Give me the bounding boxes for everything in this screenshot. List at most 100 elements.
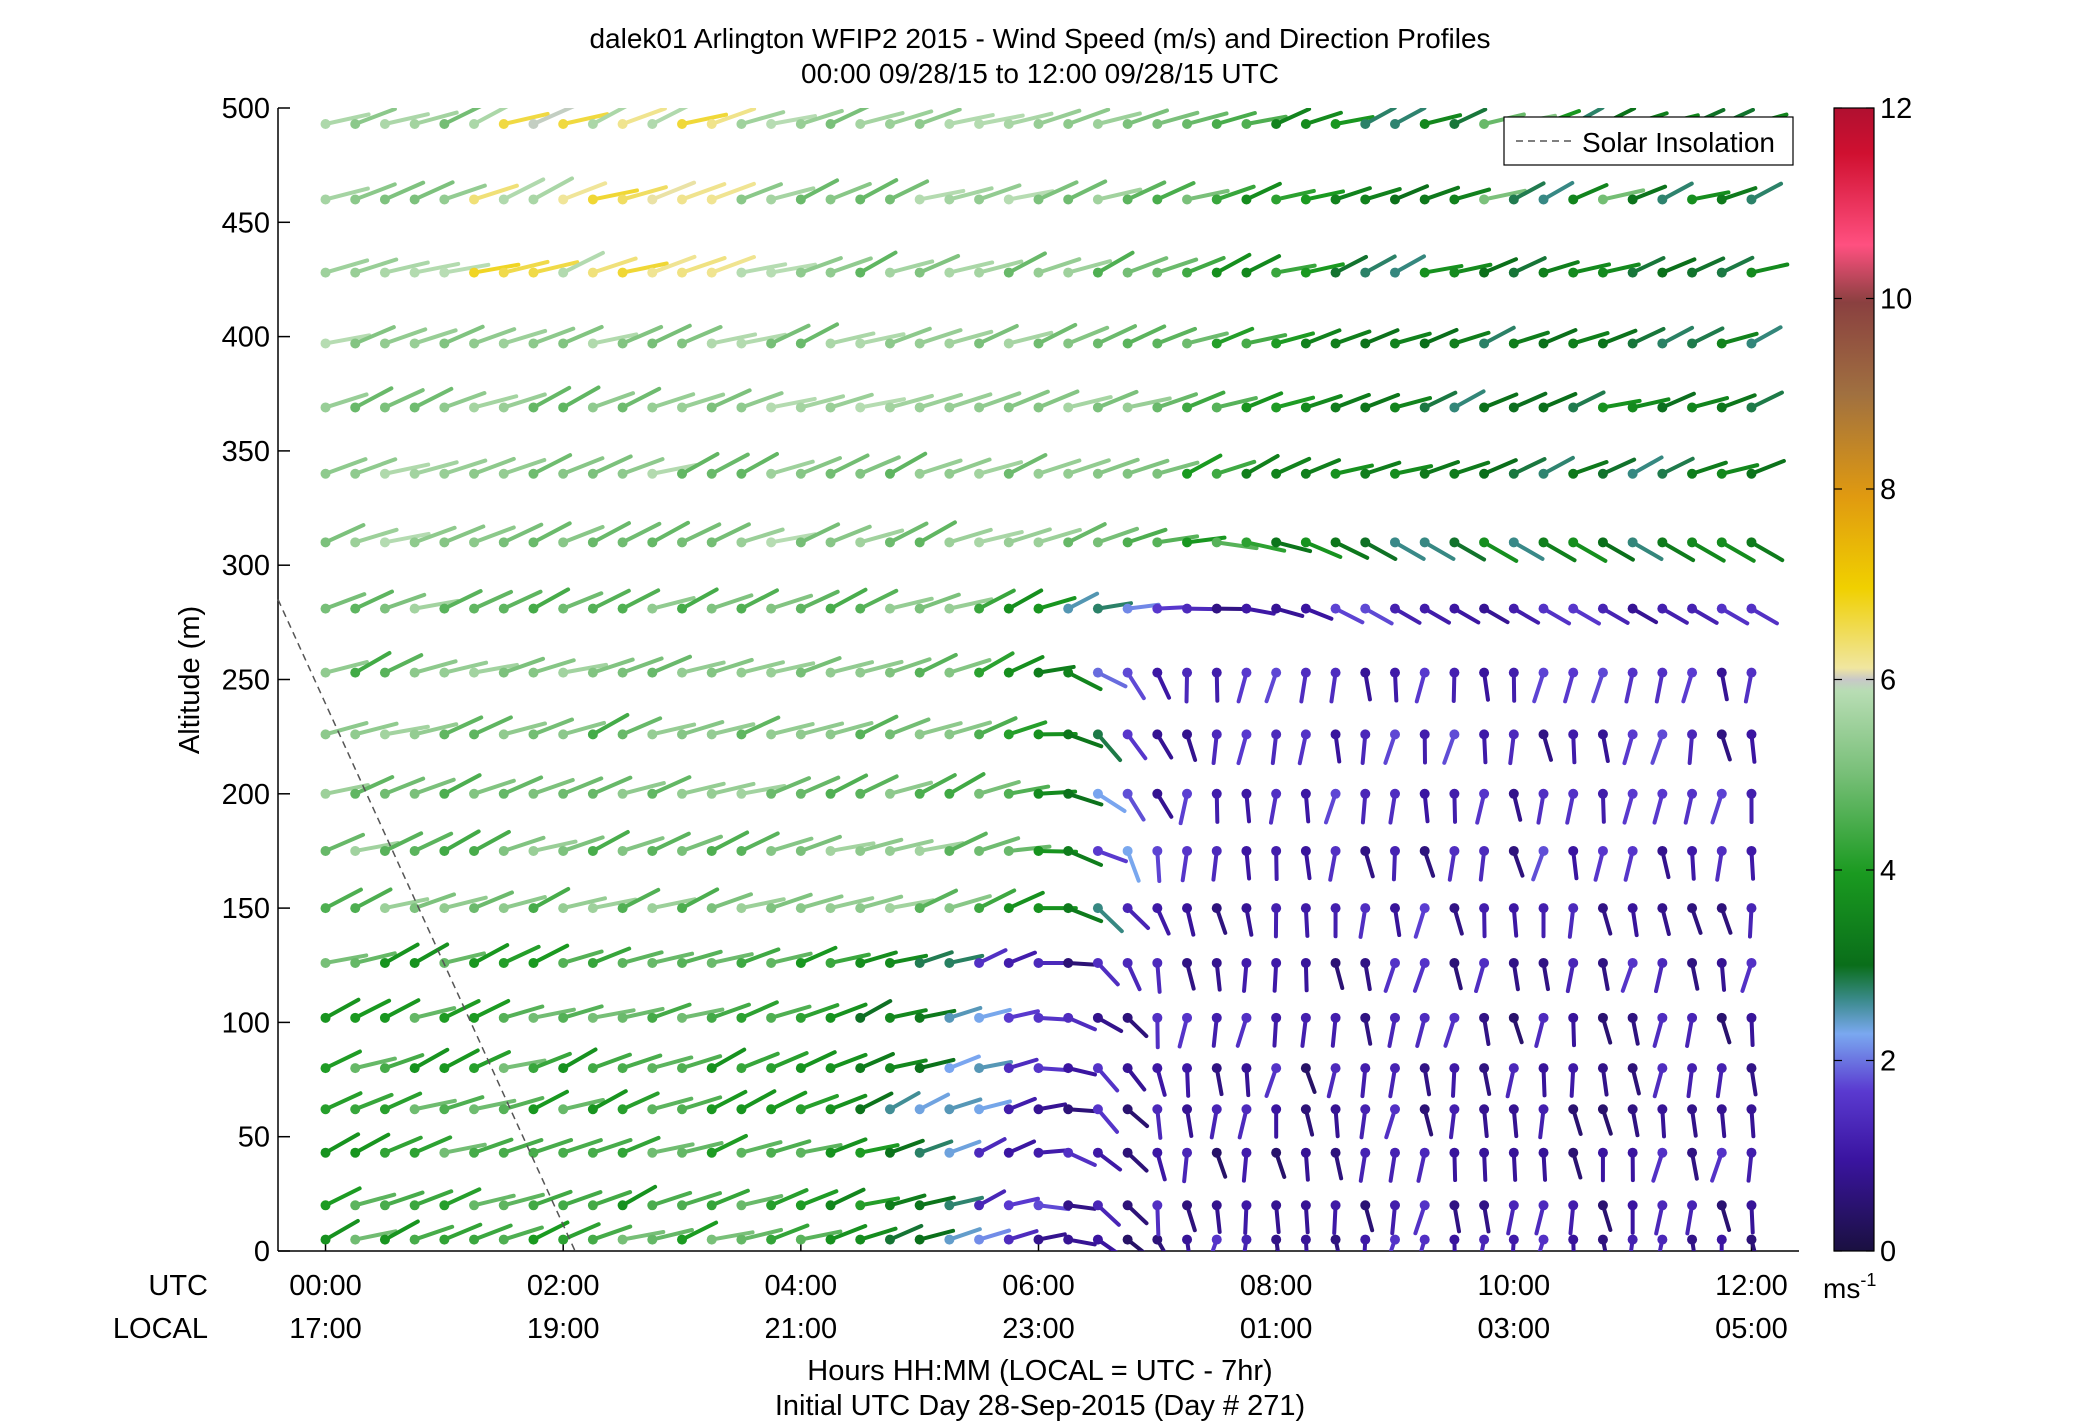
wind-barb-station	[498, 1147, 509, 1158]
wind-barb-station	[1419, 603, 1430, 614]
wind-barb-shaft	[917, 721, 963, 737]
wind-barb-station	[1211, 468, 1222, 479]
wind-barb-station	[825, 667, 836, 678]
wind-barb-shaft	[501, 1004, 545, 1020]
wind-barb-station	[795, 1012, 806, 1023]
wind-barb-shaft	[858, 332, 906, 346]
wind-barb-station	[944, 957, 955, 968]
wind-barb-shaft	[1095, 187, 1143, 202]
wind-barb-station	[1419, 1012, 1430, 1023]
wind-barb-shaft	[947, 1139, 982, 1155]
wind-barb-shaft	[1600, 188, 1646, 202]
wind-barb-station	[587, 468, 598, 479]
wind-barb-station	[677, 603, 688, 614]
wind-barb-station	[528, 1200, 539, 1211]
wind-barb-station	[587, 903, 598, 914]
wind-barb-station	[1152, 957, 1163, 968]
wind-barb-station	[528, 903, 539, 914]
wind-barb-station	[825, 729, 836, 740]
wind-barb-station	[914, 267, 925, 278]
wind-barb-station	[469, 1147, 480, 1158]
wind-barb-station	[736, 402, 747, 413]
wind-barb-shaft	[412, 1098, 457, 1112]
wind-barb-shaft	[501, 835, 546, 853]
wind-barb-shaft	[382, 180, 426, 202]
wind-barb-station	[379, 1104, 390, 1115]
wind-barb-shaft	[739, 1000, 779, 1020]
wind-barb-shaft	[412, 1224, 455, 1242]
wind-barb-shaft	[1303, 540, 1343, 559]
wind-barb-station	[944, 1063, 955, 1074]
wind-barb-station	[1479, 729, 1490, 740]
wind-barb-station	[439, 338, 450, 349]
wind-barb-shaft	[353, 182, 397, 202]
wind-barb-station	[1627, 267, 1638, 278]
wind-barb-station	[1538, 1063, 1549, 1074]
wind-barb-station	[1568, 1012, 1579, 1023]
wind-barb-station	[677, 1234, 688, 1245]
wind-barb-station	[825, 1147, 836, 1158]
wind-barb-shaft	[1155, 257, 1199, 275]
wind-barb-shaft	[1363, 328, 1400, 346]
wind-barb-shaft	[590, 588, 631, 611]
wind-barb-shaft	[917, 950, 954, 965]
wind-barb-shaft	[887, 1223, 924, 1242]
wind-barb-shaft	[561, 1004, 604, 1020]
wind-barb-station	[1300, 603, 1311, 614]
wind-barb-shaft	[1006, 720, 1048, 737]
wind-barb-station	[469, 194, 480, 205]
wind-barb-station	[1063, 1234, 1074, 1245]
wind-barb-station	[1241, 788, 1252, 799]
wind-barb-station	[379, 1012, 390, 1023]
wind-barb-station	[1657, 267, 1668, 278]
wind-barb-station	[1300, 119, 1311, 130]
wind-barb-station	[1003, 1104, 1014, 1115]
wind-barb-station	[379, 119, 390, 130]
wind-barb-station	[1122, 1063, 1133, 1074]
y-tick-label: 0	[254, 1236, 270, 1268]
wind-barb-station	[1003, 667, 1014, 678]
wind-barb-shaft	[412, 831, 454, 853]
wind-barb-shaft	[1383, 732, 1397, 765]
wind-barb-shaft	[1749, 390, 1784, 410]
wind-barb-station	[795, 267, 806, 278]
wind-barb-station	[766, 1200, 777, 1211]
wind-barb-station	[706, 194, 717, 205]
wind-barb-station	[944, 1234, 955, 1245]
wind-barb-shaft	[501, 895, 547, 911]
wind-barb-shaft	[323, 1091, 363, 1112]
wind-barb-shaft	[1036, 1203, 1071, 1212]
wind-barb-shaft	[1600, 457, 1637, 476]
wind-barb-shaft	[323, 186, 370, 202]
x-tick-label-utc: 06:00	[1002, 1270, 1075, 1302]
wind-barb-shaft	[739, 452, 779, 476]
wind-barb-station	[944, 845, 955, 856]
wind-barb-shaft	[858, 397, 906, 410]
wind-barb-shaft	[1482, 257, 1519, 275]
wind-barb-shaft	[1749, 325, 1783, 346]
wind-barb-station	[1389, 1104, 1400, 1115]
wind-barb-station	[617, 1200, 628, 1211]
wind-barb-shaft	[590, 256, 638, 275]
wind-barb-station	[558, 903, 569, 914]
wind-barb-shaft	[561, 112, 610, 127]
wind-barb-station	[855, 468, 866, 479]
wind-barb-station	[855, 1200, 866, 1211]
wind-barb-station	[1122, 1147, 1133, 1158]
wind-barb-station	[884, 1200, 895, 1211]
wind-barb-station	[1003, 194, 1014, 205]
wind-barb-station	[1449, 603, 1460, 614]
wind-barb-shaft	[769, 1188, 809, 1208]
wind-barb-shaft	[798, 1229, 843, 1242]
wind-barb-station	[1568, 402, 1579, 413]
wind-barb-station	[1627, 1012, 1638, 1023]
wind-barb-station	[914, 1200, 925, 1211]
wind-barb-shaft	[1264, 670, 1279, 704]
y-tick-label: 500	[222, 93, 270, 125]
wind-barb-station	[1033, 402, 1044, 413]
wind-barb-station	[944, 119, 955, 130]
wind-barb-station	[1241, 845, 1252, 856]
wind-barb-station	[1033, 468, 1044, 479]
wind-barb-station	[1389, 667, 1400, 678]
